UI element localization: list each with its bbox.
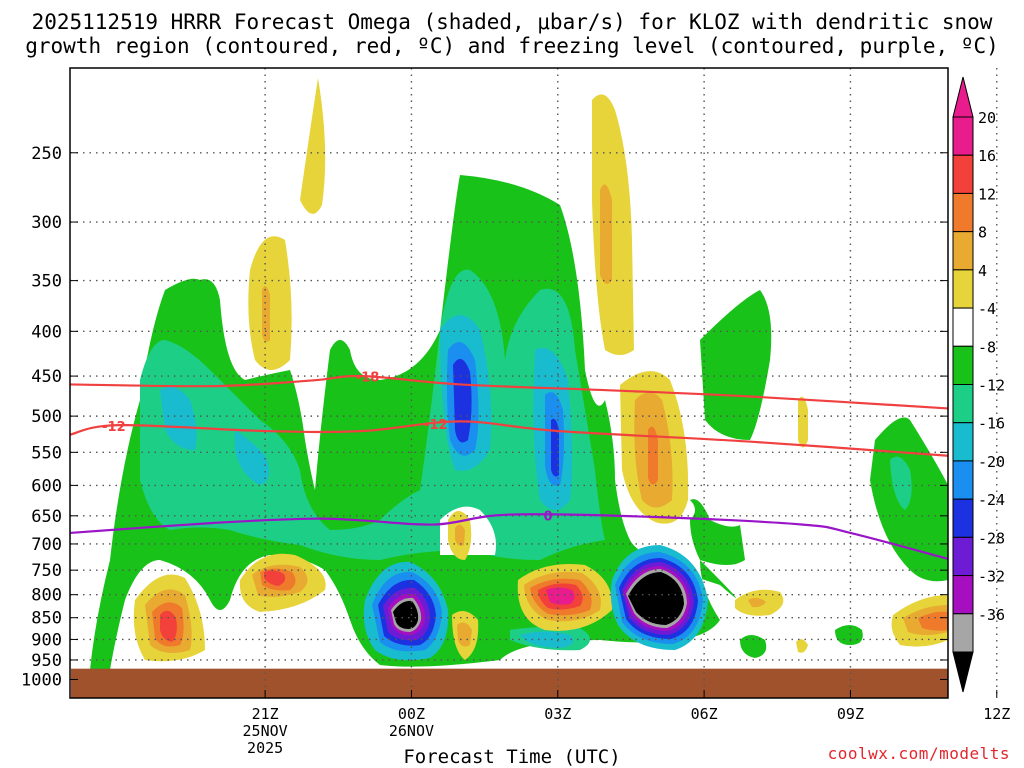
y-tick-label: 650 bbox=[31, 507, 62, 527]
x-tick-label: 06Z bbox=[691, 705, 718, 723]
y-tick-label: 700 bbox=[31, 535, 62, 555]
contour-label: -12 bbox=[102, 420, 126, 435]
contour-label: 0 bbox=[543, 509, 552, 524]
colorbar-label: 8 bbox=[978, 224, 987, 242]
x-tick-label: 12Z bbox=[983, 705, 1010, 723]
colorbar-swatch bbox=[952, 269, 974, 309]
colorbar-swatch bbox=[952, 307, 974, 347]
colorbar-top-arrow bbox=[952, 76, 974, 118]
credit-text[interactable]: coolwx.com/modelts bbox=[827, 744, 1010, 763]
colorbar-label: -20 bbox=[978, 453, 1005, 471]
colorbar-label: -32 bbox=[978, 568, 1005, 586]
ground-terrain bbox=[71, 668, 948, 698]
x-axis-title: Forecast Time (UTC) bbox=[403, 746, 621, 768]
colorbar-swatch bbox=[952, 192, 974, 233]
colorbar-swatch bbox=[952, 536, 974, 577]
plot-frame bbox=[69, 67, 949, 699]
colorbar-swatch bbox=[952, 154, 974, 194]
contour-label: -12 bbox=[424, 418, 448, 433]
gridlines bbox=[70, 68, 998, 698]
y-tick-label: 750 bbox=[31, 561, 62, 581]
colorbar-label: -36 bbox=[978, 606, 1005, 624]
colorbar-label: 20 bbox=[978, 109, 996, 127]
colorbar-label: -28 bbox=[978, 529, 1005, 547]
chart-title-line-2: growth region (contoured, red, ºC) and f… bbox=[25, 34, 999, 58]
y-tick-label: 450 bbox=[31, 367, 62, 387]
contour-line bbox=[69, 420, 949, 457]
colorbar-swatch bbox=[952, 116, 974, 156]
y-tick-label: 850 bbox=[31, 609, 62, 629]
colorbar-swatch bbox=[952, 613, 974, 653]
colorbar-label: 4 bbox=[978, 262, 987, 280]
y-axis: 2503003504004505005506006507007508008509… bbox=[21, 144, 948, 690]
y-tick-label: 250 bbox=[31, 144, 62, 164]
y-tick-label: 300 bbox=[31, 213, 62, 233]
contour-line bbox=[69, 374, 949, 410]
colorbar-label: 12 bbox=[978, 185, 996, 203]
y-tick-label: 950 bbox=[31, 651, 62, 671]
colorbar-label: -16 bbox=[978, 415, 1005, 433]
y-tick-label: 1000 bbox=[21, 670, 62, 690]
y-tick-label: 800 bbox=[31, 586, 62, 606]
colorbar-swatch bbox=[952, 231, 974, 271]
contour-line bbox=[69, 513, 949, 560]
colorbar-swatch bbox=[952, 460, 974, 500]
colorbar-label: -12 bbox=[978, 377, 1005, 395]
contour-label: -18 bbox=[356, 371, 380, 386]
x-tick-label: 00Z bbox=[398, 705, 425, 723]
y-tick-label: 350 bbox=[31, 272, 62, 292]
y-tick-label: 500 bbox=[31, 407, 62, 427]
contour-lines: -18 -12 -12 0 bbox=[69, 371, 949, 560]
colorbar-swatch bbox=[952, 575, 974, 615]
x-tick-date: 26NOV bbox=[389, 722, 434, 740]
colorbar-swatch bbox=[952, 498, 974, 538]
colorbar-bottom-arrow bbox=[952, 651, 974, 693]
x-tick-label: 21Z bbox=[252, 705, 279, 723]
omega-shading bbox=[90, 78, 948, 670]
y-tick-label: 550 bbox=[31, 443, 62, 463]
y-tick-label: 600 bbox=[31, 476, 62, 496]
y-tick-label: 400 bbox=[31, 322, 62, 342]
x-tick-label: 03Z bbox=[544, 705, 571, 723]
y-tick-label: 900 bbox=[31, 630, 62, 650]
colorbar: 20 16 12 8 4 -4 -8 -12 -16 -20 -24 -28 -32 -36 bbox=[952, 76, 1005, 693]
colorbar-swatch bbox=[952, 422, 974, 462]
colorbar-label: -8 bbox=[978, 338, 996, 356]
colorbar-swatch bbox=[952, 345, 974, 385]
x-tick-date: 25NOV bbox=[243, 722, 288, 740]
chart-title-line-1: 2025112519 HRRR Forecast Omega (shaded, … bbox=[31, 10, 993, 34]
colorbar-label: 16 bbox=[978, 147, 996, 165]
colorbar-swatch bbox=[952, 384, 974, 424]
x-tick-year: 2025 bbox=[247, 739, 283, 757]
colorbar-label: -24 bbox=[978, 491, 1005, 509]
colorbar-label: -4 bbox=[978, 300, 996, 318]
x-tick-label: 09Z bbox=[837, 705, 864, 723]
